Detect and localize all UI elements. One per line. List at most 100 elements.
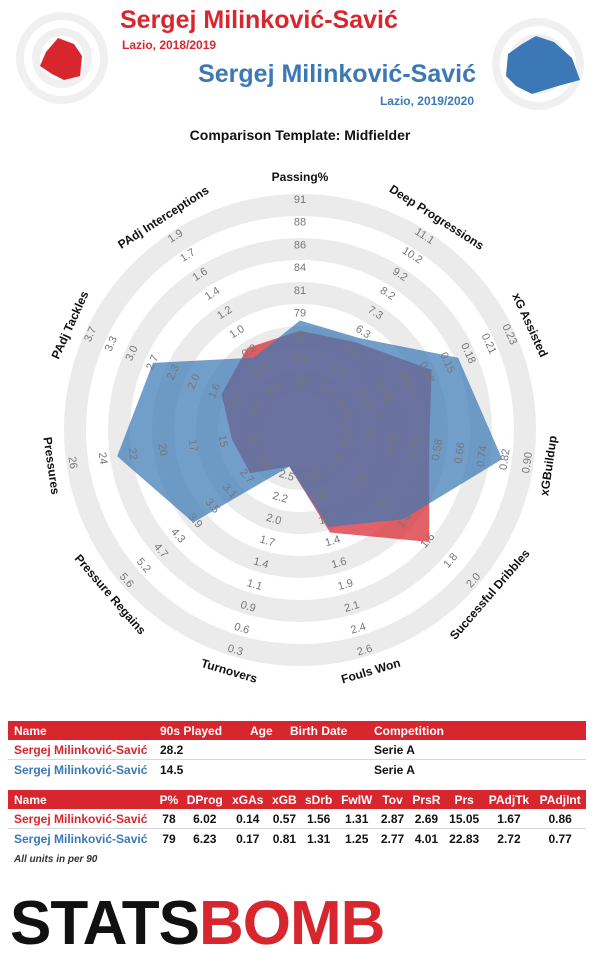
tick-label: 1.4 [324, 534, 342, 550]
tick-label: 0.58 [430, 438, 445, 461]
table-cell: 0.57 [267, 809, 301, 829]
template-title: Comparison Template: Midfielder [189, 127, 411, 143]
table-cell: 22.83 [449, 831, 480, 846]
player1-mini-radar [16, 12, 108, 104]
footnote: All units in per 90 [14, 854, 98, 865]
table-cell: 0.17 [236, 831, 260, 846]
player2-season: Lazio, 2019/2020 [379, 94, 474, 108]
stats-header-cell: Prs [444, 790, 484, 809]
tick-label: 2.3 [165, 363, 182, 382]
table-cell: 1.67 [483, 809, 535, 829]
table-cell: 2.87 [376, 809, 409, 829]
table-row: Sergej Milinković-Savić 79 6.23 0.17 0.8… [8, 829, 586, 849]
tick-label: 74 [294, 353, 306, 365]
table-row: Sergej Milinković-Savić 28.2 Serie A [8, 740, 586, 760]
tick-label: 1.4 [252, 555, 270, 571]
tick-label: 3.0 [123, 344, 140, 363]
player2-mini-radar [492, 18, 584, 110]
radar-chart: 727477798184868891Passing%3.44.45.36.37.… [40, 170, 559, 686]
stats-header-cell: sDrb [300, 790, 337, 809]
table-cell: Serie A [374, 762, 415, 777]
tick-label: 26 [66, 456, 80, 470]
logo-stats: STATS [10, 889, 200, 958]
info-header-cell: 90s Played [154, 721, 244, 740]
table-cell: 15.05 [444, 809, 484, 829]
tick-label: 17 [186, 439, 200, 453]
player-name-cell: Sergej Milinković-Savić [8, 740, 154, 760]
tick-label: 15 [216, 434, 230, 448]
tick-label: 0.42 [385, 432, 400, 455]
table-cell: 6.23 [193, 831, 217, 846]
table-cell: 28.2 [154, 740, 244, 760]
stats-header-cell: PrsR [408, 790, 445, 809]
table-row: Sergej Milinković-Savić 14.5 Serie A [8, 760, 586, 780]
info-header-cell: Birth Date [284, 721, 368, 740]
radar-ring [64, 194, 536, 666]
table-cell: 0.81 [272, 831, 297, 846]
tick-label: 1.9 [337, 577, 355, 593]
table-cell: 78 [156, 809, 182, 829]
tick-label: 13 [246, 430, 260, 444]
table-cell [284, 740, 368, 760]
tick-label: 22 [126, 447, 140, 461]
tick-label: 77 [294, 330, 306, 342]
tick-label: 2.6 [356, 643, 374, 659]
tick-label: 0.6 [233, 621, 251, 637]
tick-label: 1.6 [330, 555, 348, 571]
stats-header-cell: xGB [267, 790, 301, 809]
stats-table: Name P% DProg xGAs xGB sDrb FwlW Tov Prs… [8, 790, 586, 848]
tick-label: 0.35 [362, 429, 377, 452]
tick-label: 2.0 [186, 372, 203, 391]
stats-header-cell: PAdjInt [534, 790, 586, 809]
series-player2-area [117, 320, 503, 527]
info-table-header: Name 90s Played Age Birth Date Competiti… [8, 721, 586, 740]
tick-label: 1.0 [248, 401, 265, 420]
player2-name: Sergej Milinković-Savić [198, 60, 476, 88]
tick-label: 0.74 [475, 445, 490, 468]
stats-header-cell: DProg [181, 790, 228, 809]
tick-label: 0.66 [453, 442, 468, 465]
tick-label: 1.6 [206, 382, 223, 401]
tick-label: 72 [294, 376, 306, 388]
stats-header-cell: Name [8, 790, 156, 809]
table-cell: 2.77 [380, 831, 405, 846]
table-cell: 79 [162, 831, 176, 846]
tick-label: 3.3 [103, 334, 120, 353]
tick-label: 0.90 [520, 451, 535, 474]
tick-label: 2.0 [265, 512, 283, 528]
tick-label: 0.6 [304, 468, 322, 484]
tick-label: 1.3 [227, 391, 244, 410]
table-cell: 1.31 [336, 809, 377, 829]
table-cell: 0.77 [548, 831, 572, 846]
table-cell: 6.02 [181, 809, 228, 829]
table-cell: 0.86 [534, 809, 586, 829]
table-row: Sergej Milinković-Savić 78 6.02 0.14 0.5… [8, 809, 586, 829]
player-name-cell: Sergej Milinković-Savić [14, 831, 148, 846]
table-cell: 2.72 [497, 831, 521, 846]
tick-label: 1.1 [245, 577, 263, 593]
info-header-cell: Name [8, 721, 154, 740]
table-cell [284, 760, 368, 780]
statsbomb-logo: STATSBOMB [10, 893, 385, 955]
table-cell [244, 760, 284, 780]
table-cell: Serie A [368, 740, 586, 760]
logo-bomb: BOMB [199, 889, 385, 958]
tick-label: 88 [294, 217, 306, 229]
tick-label: 24 [96, 451, 110, 465]
tick-label: 91 [294, 194, 306, 206]
tick-label: 0.9 [239, 599, 257, 615]
info-table: Name 90s Played Age Birth Date Competiti… [8, 721, 586, 779]
tick-label: 2.5 [277, 468, 295, 484]
tick-label: 86 [294, 239, 306, 251]
player1-season: Lazio, 2018/2019 [122, 38, 217, 52]
tick-label: 1.7 [258, 534, 276, 550]
stats-header-cell: xGAs [227, 790, 268, 809]
axis-label: Pressures [40, 436, 62, 496]
axis-label: Passing% [272, 170, 329, 184]
tick-label: 0.9 [311, 490, 329, 506]
tick-label: 84 [294, 262, 306, 274]
table-cell [244, 740, 284, 760]
table-cell: 1.31 [306, 831, 331, 846]
info-header-cell: Age [244, 721, 284, 740]
tick-label: 0.3 [226, 643, 244, 659]
